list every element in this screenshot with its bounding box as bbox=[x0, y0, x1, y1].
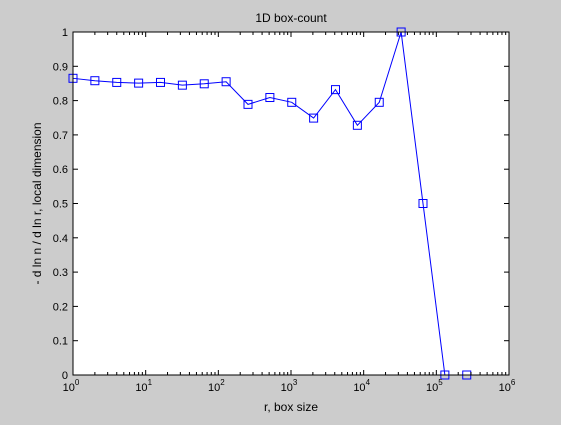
data-point-marker bbox=[134, 78, 144, 88]
x-tick-label: 103 bbox=[281, 378, 298, 394]
y-tick-label: 0.1 bbox=[53, 336, 68, 348]
data-point-marker bbox=[287, 97, 297, 107]
y-tick-label: 0.4 bbox=[53, 233, 68, 245]
data-point-marker bbox=[177, 80, 187, 90]
data-point-marker bbox=[112, 77, 122, 87]
y-tick-label: 0.6 bbox=[53, 164, 68, 176]
x-tick-label: 105 bbox=[426, 378, 443, 394]
plot-area bbox=[73, 32, 509, 375]
data-point-marker bbox=[221, 77, 231, 87]
data-point-marker bbox=[418, 199, 428, 208]
x-tick-label: 106 bbox=[499, 378, 516, 394]
y-tick-label: 0.3 bbox=[53, 267, 68, 279]
y-tick-label: 0.9 bbox=[53, 61, 68, 73]
data-point-marker bbox=[309, 113, 319, 123]
y-tick-label: 0.7 bbox=[53, 130, 68, 142]
chart-title: 1D box-count bbox=[255, 11, 327, 25]
ticks-layer: 0 0.1 0.2 0.3 0.4 0.5 0.6 0.7 0.8 0.9 1 100 101 102 10… bbox=[53, 27, 516, 394]
y-tick-label: 0.5 bbox=[53, 199, 68, 211]
data-point-marker bbox=[90, 76, 100, 86]
data-point-marker bbox=[330, 85, 340, 95]
data-point-marker bbox=[155, 77, 165, 87]
data-point-marker bbox=[374, 97, 384, 107]
plot-frame bbox=[72, 31, 510, 376]
x-axis-label: r, box size bbox=[264, 400, 318, 414]
y-tick-label: 0.8 bbox=[53, 96, 68, 108]
x-tick-label: 104 bbox=[353, 378, 370, 394]
data-point-marker bbox=[199, 79, 209, 89]
y-axis-label: - d ln n / d ln r, local dimension bbox=[30, 122, 44, 284]
data-point-marker bbox=[265, 93, 275, 103]
y-tick-label: 0.2 bbox=[53, 301, 68, 313]
y-tick-label: 1 bbox=[62, 27, 68, 39]
x-tick-label: 100 bbox=[63, 378, 80, 394]
data-point-marker bbox=[243, 99, 253, 109]
x-tick-label: 102 bbox=[208, 378, 225, 394]
data-point-marker bbox=[352, 120, 362, 130]
x-tick-label: 101 bbox=[135, 378, 152, 394]
y-tick-label: 0 bbox=[62, 370, 68, 382]
